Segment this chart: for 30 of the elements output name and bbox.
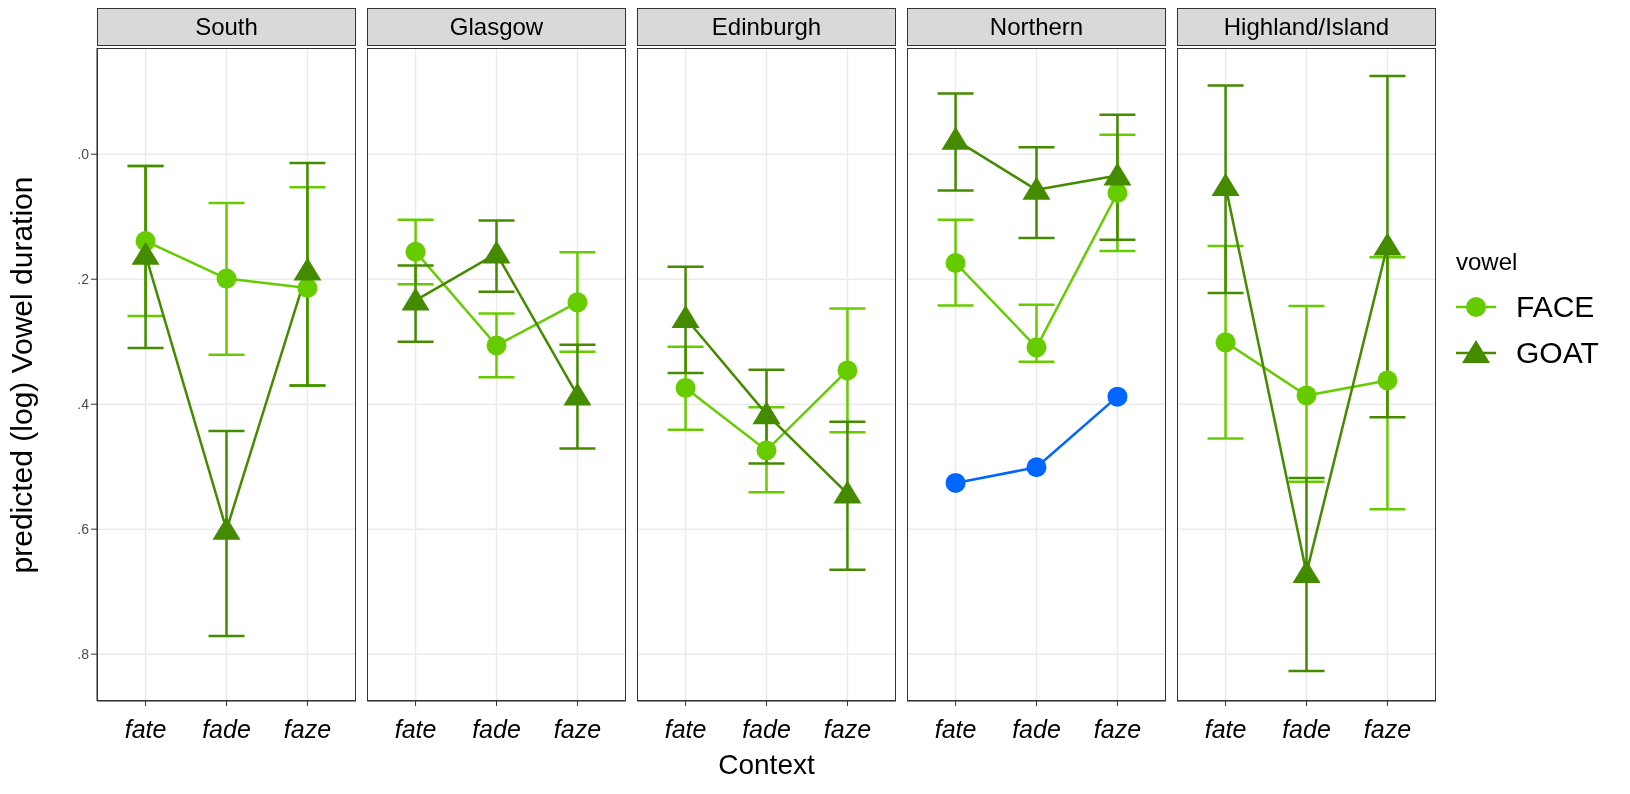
x-tick-label: fade	[202, 714, 251, 743]
x-tick-label: fade	[1282, 714, 1331, 743]
y-axis-title: predicted (log) Vowel duration	[5, 176, 39, 573]
legend-label: FACE	[1516, 290, 1595, 324]
x-tick-label: fate	[124, 714, 167, 743]
x-tick-label: fate	[1204, 714, 1247, 743]
x-tick-label: fate	[934, 714, 977, 743]
y-tick-label: .0	[77, 146, 90, 163]
legend-title: vowel	[1456, 248, 1519, 276]
y-tick-label: .2	[77, 271, 90, 288]
x-tick-label: fade	[472, 714, 521, 743]
chart-title: South	[97, 8, 356, 46]
y-tick-label: .8	[77, 646, 90, 663]
x-tick-label: fate	[664, 714, 707, 743]
chart-title: Northern	[907, 8, 1166, 46]
legend-label: GOAT	[1516, 336, 1599, 370]
x-tick-label: fate	[394, 714, 437, 743]
chart-title: Edinburgh	[637, 8, 896, 46]
x-axis-title: Context	[717, 749, 816, 781]
x-tick-label: faze	[823, 714, 872, 743]
x-tick-label: faze	[553, 714, 602, 743]
y-tick-label: .6	[77, 521, 90, 538]
x-tick-label: fade	[742, 714, 791, 743]
chart-title: Glasgow	[367, 8, 626, 46]
x-tick-label: faze	[1363, 714, 1412, 743]
y-tick-label: .4	[77, 396, 90, 413]
x-tick-label: faze	[283, 714, 332, 743]
x-tick-label: fade	[1012, 714, 1061, 743]
chart-title: Highland/Island	[1177, 8, 1436, 46]
x-tick-label: faze	[1093, 714, 1142, 743]
